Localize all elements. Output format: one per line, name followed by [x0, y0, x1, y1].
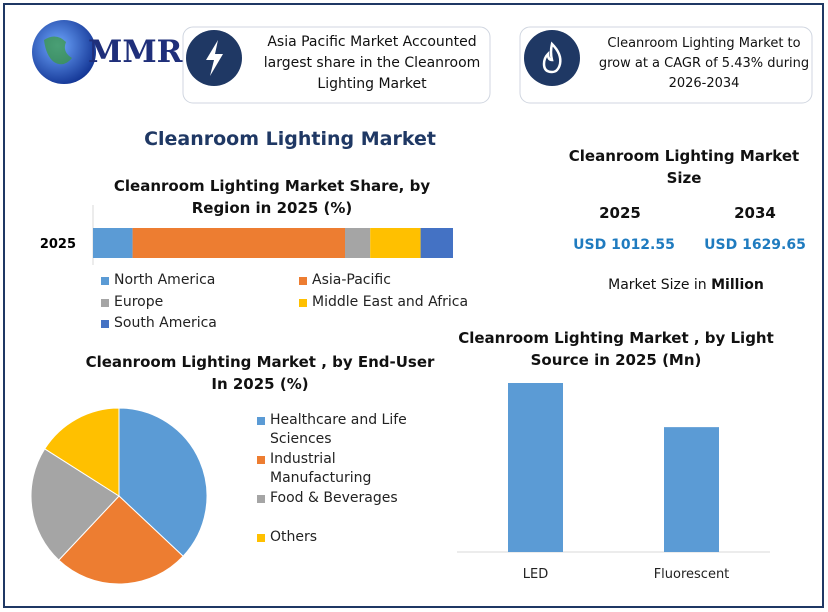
year: 2034 [734, 204, 776, 222]
chart-title: Cleanroom Lighting Market , by Light Sou… [458, 329, 774, 369]
legend-label: Europe [114, 293, 164, 310]
legend-swatch [299, 298, 307, 307]
bar [664, 427, 719, 552]
legend-swatch [101, 320, 109, 328]
pie-slice [44, 407, 120, 497]
market-size-title: Cleanroom Lighting Market Size [568, 147, 800, 187]
note-unit: Million [711, 277, 764, 293]
pie-slice [58, 495, 184, 585]
bar-segment [93, 228, 133, 258]
bar-segment [370, 228, 421, 258]
market-value: USD 1012.55 [573, 237, 675, 253]
market-note: Market Size in Million [586, 277, 786, 293]
chart-title: Cleanroom Lighting Market , by End-User … [85, 353, 435, 393]
info-box [182, 26, 491, 104]
pie-slice [30, 448, 120, 561]
logo-land [44, 36, 72, 65]
flame-icon [542, 41, 562, 74]
y-tick-label: 2025 [40, 237, 76, 252]
legend-swatch [101, 298, 109, 307]
legend-label: North America [114, 272, 216, 288]
legend-swatch [101, 277, 109, 285]
legend-label: Healthcare and Life Sciences [270, 412, 407, 447]
x-tick-label: Fluorescent [654, 567, 730, 582]
x-tick-label: LED [523, 567, 548, 582]
note-text: Market Size in [608, 277, 707, 293]
legend-swatch [257, 456, 265, 464]
legend-swatch [299, 277, 307, 285]
info-box [519, 26, 813, 104]
legend-swatch [257, 417, 265, 425]
market-value: USD 1629.65 [704, 237, 806, 253]
pie-slice [118, 407, 208, 557]
bar-segment [345, 228, 371, 258]
bar-segment [132, 228, 345, 258]
bar-segment [420, 228, 453, 258]
legend-label: South America [114, 315, 217, 331]
legend-swatch [257, 534, 265, 542]
bar [508, 383, 563, 552]
bolt-icon [206, 40, 223, 76]
legend-label: Asia-Pacific [312, 272, 391, 288]
legend-label: Middle East and Africa [312, 293, 469, 310]
info-text: Cleanroom Lighting Market to grow at a C… [598, 36, 810, 91]
main-title: Cleanroom Lighting Market [144, 128, 436, 150]
logo-text: MMR [88, 34, 183, 70]
legend-label: Others [270, 529, 318, 545]
legend-label: Industrial Manufacturing [270, 451, 372, 486]
year: 2025 [599, 204, 641, 222]
legend-swatch [257, 495, 265, 503]
chart-title: Cleanroom Lighting Market Share, by Regi… [113, 177, 431, 217]
frame [3, 3, 824, 608]
info-text: Asia Pacific Market Accounted largest sh… [263, 34, 481, 92]
legend-label: Food & Beverages [270, 490, 398, 506]
